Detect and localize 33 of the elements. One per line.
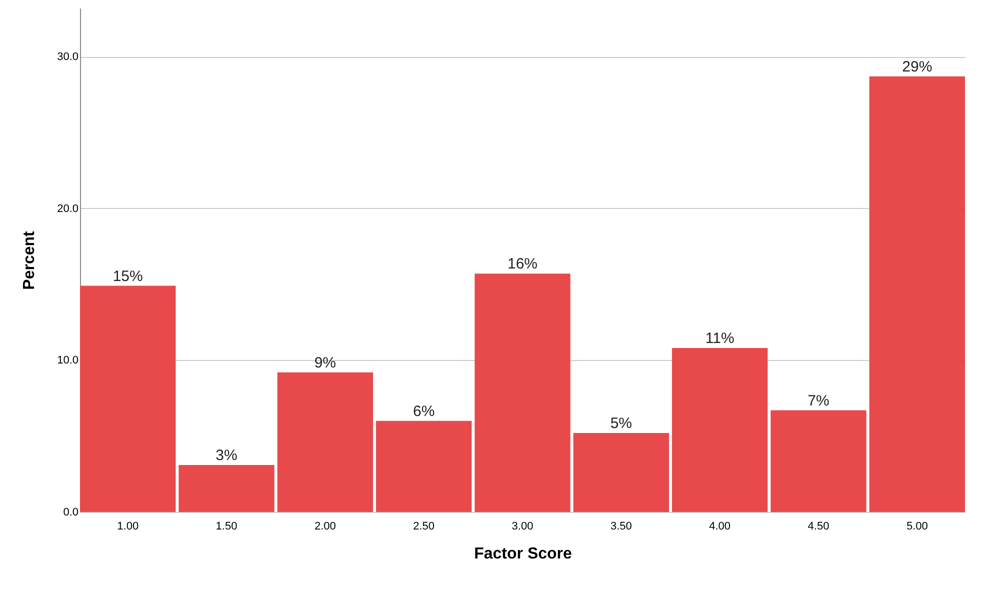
bar	[376, 420, 472, 512]
data-label: 9%	[314, 354, 336, 372]
data-label: 5%	[610, 415, 632, 432]
bar	[474, 274, 570, 512]
y-tick-label: 30.0	[57, 51, 78, 64]
data-label: 3%	[216, 446, 238, 464]
bar	[80, 286, 176, 512]
bar	[178, 464, 274, 512]
bar	[573, 433, 670, 512]
y-axis-title: Percent	[21, 230, 38, 290]
x-tick-label: 3.50	[610, 520, 632, 532]
y-tick-label: 10.0	[57, 354, 78, 367]
y-tick-label: 0.0	[63, 506, 78, 518]
data-label: 29%	[902, 58, 932, 76]
x-tick-label: 1.50	[216, 520, 238, 532]
x-tick-label: 2.00	[314, 520, 336, 532]
data-label: 6%	[412, 402, 435, 420]
x-tick-label: 1.00	[117, 520, 139, 532]
x-axis-title: Factor Score	[474, 546, 572, 562]
data-label: 15%	[112, 268, 143, 285]
x-tick-label: 4.00	[709, 520, 731, 532]
x-tick-label: 4.50	[808, 520, 830, 532]
bar	[869, 76, 965, 512]
bar	[770, 410, 866, 512]
data-label: 11%	[705, 330, 734, 348]
data-label: 7%	[808, 392, 830, 410]
y-tick-label: 20.0	[57, 202, 78, 215]
x-tick-label: 3.00	[512, 520, 534, 532]
x-tick-label: 5.00	[906, 520, 928, 532]
bar	[672, 348, 768, 512]
x-tick-label: 2.50	[413, 520, 435, 532]
data-label: 16%	[507, 256, 538, 273]
bar	[277, 372, 374, 512]
